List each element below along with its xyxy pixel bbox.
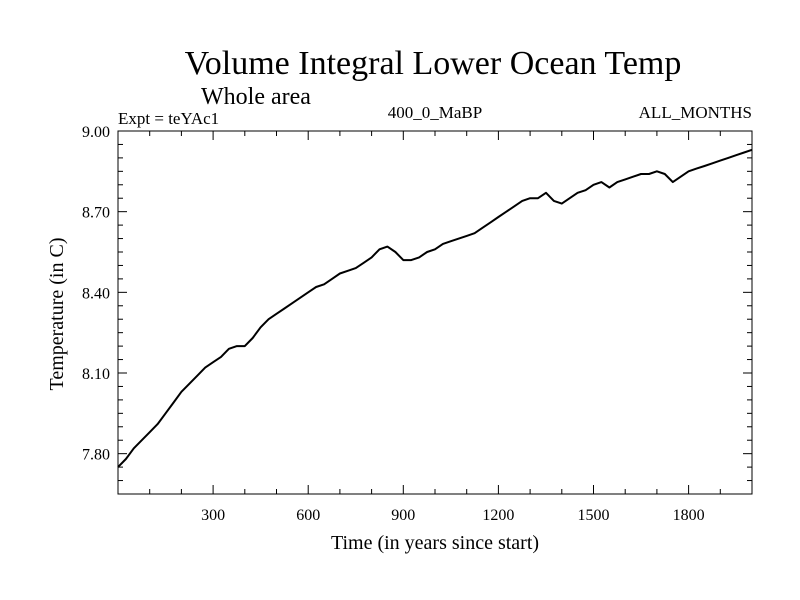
y-axis: 7.80 8.10 8.40 8.70 9.00 <box>82 124 752 482</box>
x-tick-label: 1500 <box>578 507 610 524</box>
x-axis-label: Time (in years since start) <box>331 532 539 554</box>
y-tick-label: 8.40 <box>82 285 110 302</box>
y-tick-label: 8.10 <box>82 366 110 383</box>
y-tick-label: 8.70 <box>82 205 110 222</box>
x-tick-label: 600 <box>296 507 320 524</box>
period-label: 400_0_MaBP <box>388 103 482 122</box>
x-tick-label: 1200 <box>482 507 514 524</box>
y-axis-label: Temperature (in C) <box>46 238 68 391</box>
x-tick-label: 1800 <box>673 507 705 524</box>
x-tick-label: 900 <box>391 507 415 524</box>
chart-title: Volume Integral Lower Ocean Temp <box>185 45 682 82</box>
plot-frame <box>117 130 753 495</box>
y-tick-label: 7.80 <box>82 447 110 464</box>
experiment-label: Expt = teYAc1 <box>118 109 219 128</box>
chart-subtitle: Whole area <box>201 84 311 110</box>
y-tick-label: 9.00 <box>82 124 110 141</box>
months-label: ALL_MONTHS <box>639 103 752 122</box>
x-tick-label: 300 <box>201 507 225 524</box>
series-line-teYAc1 <box>117 148 753 468</box>
x-axis: 300 600 900 1200 1500 1800 <box>149 131 721 524</box>
